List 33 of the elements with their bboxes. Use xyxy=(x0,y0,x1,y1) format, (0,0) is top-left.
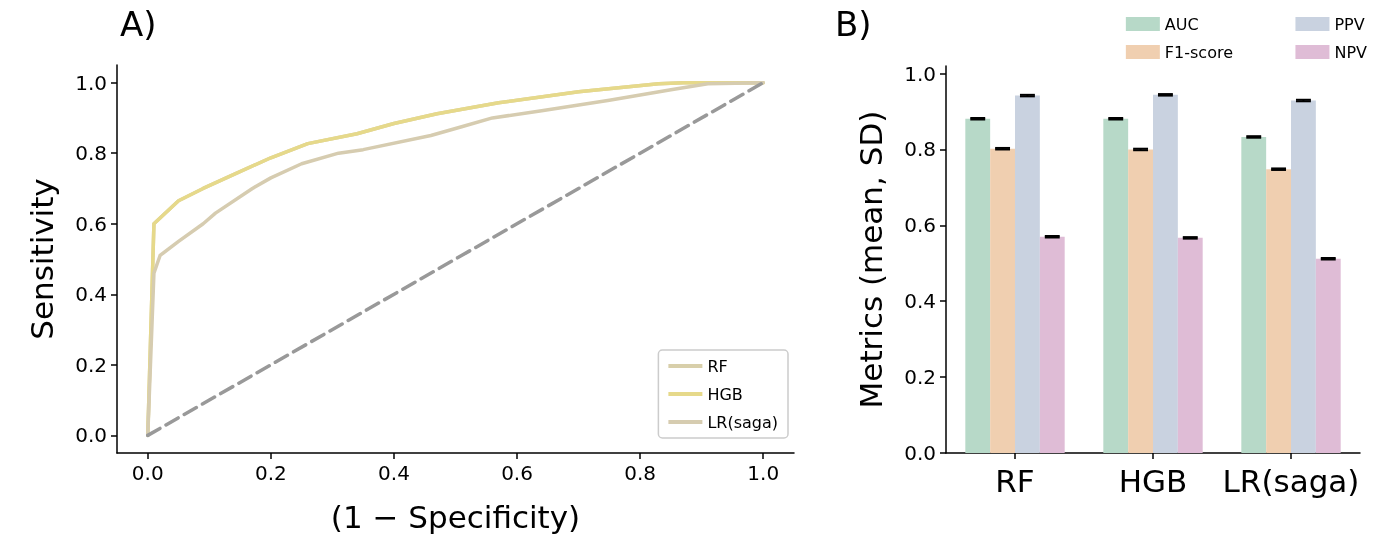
x-tick-label: 0.8 xyxy=(624,461,657,485)
x-tick-label: 0.0 xyxy=(131,461,164,485)
y-tick-label: 1.0 xyxy=(75,70,107,95)
x-tick-label: 0.6 xyxy=(501,461,533,485)
y-axis-title: Metrics (mean, SD) xyxy=(852,110,889,409)
y-tick-label: 1.0 xyxy=(904,61,936,86)
y-tick-label: 0.8 xyxy=(904,137,936,162)
y-tick-label: 0.4 xyxy=(75,282,107,307)
x-tick-label: 1.0 xyxy=(747,461,780,485)
chart-title: B) xyxy=(835,4,872,44)
y-axis-title: Sensitivity xyxy=(23,178,60,340)
x-tick-label: LR(saga) xyxy=(1222,462,1360,499)
legend-label: AUC xyxy=(1164,14,1199,34)
y-tick-label: 0.2 xyxy=(904,365,936,390)
y-tick-label: 0.6 xyxy=(75,211,107,236)
y-tick-label: 0.6 xyxy=(904,213,936,238)
y-tick-label: 0.2 xyxy=(75,352,107,377)
y-tick-label: 0.8 xyxy=(75,141,107,166)
y-tick-label: 0.4 xyxy=(904,289,936,314)
y-tick-label: 0.0 xyxy=(904,441,936,465)
x-tick-label: HGB xyxy=(1118,462,1188,499)
x-tick-label: 0.2 xyxy=(254,461,287,485)
legend-label: LR(saga) xyxy=(707,412,779,432)
x-axis-title: (1 − Specificity) xyxy=(330,498,581,535)
x-tick-label: 0.4 xyxy=(378,461,410,485)
legend-label: RF xyxy=(707,356,728,376)
x-tick-label: RF xyxy=(995,462,1035,499)
legend-label: F1-score xyxy=(1164,42,1234,62)
legend-label: NPV xyxy=(1334,42,1368,62)
legend-label: PPV xyxy=(1334,14,1365,34)
chart-title: A) xyxy=(120,4,157,44)
legend-label: HGB xyxy=(707,384,743,404)
y-tick-label: 0.0 xyxy=(75,423,107,448)
